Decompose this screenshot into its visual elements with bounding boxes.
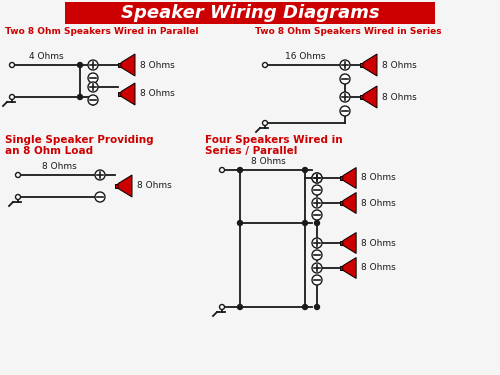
- Circle shape: [95, 192, 105, 202]
- Text: 8 Ohms: 8 Ohms: [361, 238, 396, 248]
- Polygon shape: [121, 54, 135, 76]
- Text: 8 Ohms: 8 Ohms: [137, 182, 172, 190]
- Text: 8 Ohms: 8 Ohms: [140, 90, 175, 99]
- Circle shape: [88, 95, 98, 105]
- Circle shape: [340, 74, 350, 84]
- Polygon shape: [118, 92, 121, 96]
- Circle shape: [238, 220, 242, 225]
- Circle shape: [340, 60, 350, 70]
- Text: 8 Ohms: 8 Ohms: [382, 93, 417, 102]
- Text: Two 8 Ohm Speakers Wired in Parallel: Two 8 Ohm Speakers Wired in Parallel: [5, 27, 198, 36]
- Circle shape: [238, 304, 242, 309]
- FancyBboxPatch shape: [65, 2, 435, 24]
- Polygon shape: [340, 266, 343, 270]
- Polygon shape: [363, 86, 377, 108]
- Circle shape: [312, 173, 322, 183]
- Circle shape: [10, 63, 14, 68]
- Text: 8 Ohms: 8 Ohms: [361, 174, 396, 183]
- Text: 16 Ohms: 16 Ohms: [285, 52, 325, 61]
- Circle shape: [10, 94, 14, 99]
- Circle shape: [262, 63, 268, 68]
- Polygon shape: [343, 232, 356, 254]
- Circle shape: [88, 60, 98, 70]
- Circle shape: [78, 63, 82, 68]
- Circle shape: [302, 220, 308, 225]
- Circle shape: [312, 185, 322, 195]
- Text: Series / Parallel: Series / Parallel: [205, 146, 298, 156]
- Text: 8 Ohms: 8 Ohms: [251, 157, 286, 166]
- Text: Two 8 Ohm Speakers Wired in Series: Two 8 Ohm Speakers Wired in Series: [255, 27, 442, 36]
- Circle shape: [312, 275, 322, 285]
- Polygon shape: [340, 241, 343, 245]
- Polygon shape: [118, 175, 132, 197]
- Text: 8 Ohms: 8 Ohms: [140, 60, 175, 69]
- Polygon shape: [118, 63, 121, 68]
- Circle shape: [88, 73, 98, 83]
- Circle shape: [312, 250, 322, 260]
- Polygon shape: [360, 94, 363, 99]
- Circle shape: [312, 173, 322, 183]
- Polygon shape: [340, 201, 343, 205]
- Text: 8 Ohms: 8 Ohms: [382, 60, 417, 69]
- Text: an 8 Ohm Load: an 8 Ohm Load: [5, 146, 93, 156]
- Circle shape: [220, 304, 224, 309]
- Text: Four Speakers Wired in: Four Speakers Wired in: [205, 135, 342, 145]
- Polygon shape: [343, 168, 356, 189]
- Circle shape: [238, 168, 242, 172]
- Polygon shape: [363, 54, 377, 76]
- Text: 8 Ohms: 8 Ohms: [361, 198, 396, 207]
- Text: 8 Ohms: 8 Ohms: [361, 264, 396, 273]
- Circle shape: [16, 172, 20, 177]
- Circle shape: [78, 94, 82, 99]
- Text: 4 Ohms: 4 Ohms: [28, 52, 64, 61]
- Circle shape: [95, 170, 105, 180]
- Circle shape: [314, 220, 320, 225]
- Polygon shape: [340, 176, 343, 180]
- Polygon shape: [343, 258, 356, 279]
- Circle shape: [302, 168, 308, 172]
- Circle shape: [312, 198, 322, 208]
- Text: Single Speaker Providing: Single Speaker Providing: [5, 135, 154, 145]
- Circle shape: [262, 120, 268, 126]
- Polygon shape: [115, 184, 118, 188]
- Circle shape: [302, 304, 308, 309]
- Text: Speaker Wiring Diagrams: Speaker Wiring Diagrams: [120, 4, 380, 22]
- Circle shape: [340, 106, 350, 116]
- Circle shape: [314, 304, 320, 309]
- Polygon shape: [343, 192, 356, 213]
- Text: 8 Ohms: 8 Ohms: [42, 162, 76, 171]
- Circle shape: [16, 195, 20, 200]
- Polygon shape: [360, 63, 363, 68]
- Circle shape: [312, 238, 322, 248]
- Circle shape: [88, 82, 98, 92]
- Circle shape: [312, 263, 322, 273]
- Circle shape: [220, 168, 224, 172]
- Circle shape: [312, 210, 322, 220]
- Circle shape: [340, 92, 350, 102]
- Polygon shape: [121, 83, 135, 105]
